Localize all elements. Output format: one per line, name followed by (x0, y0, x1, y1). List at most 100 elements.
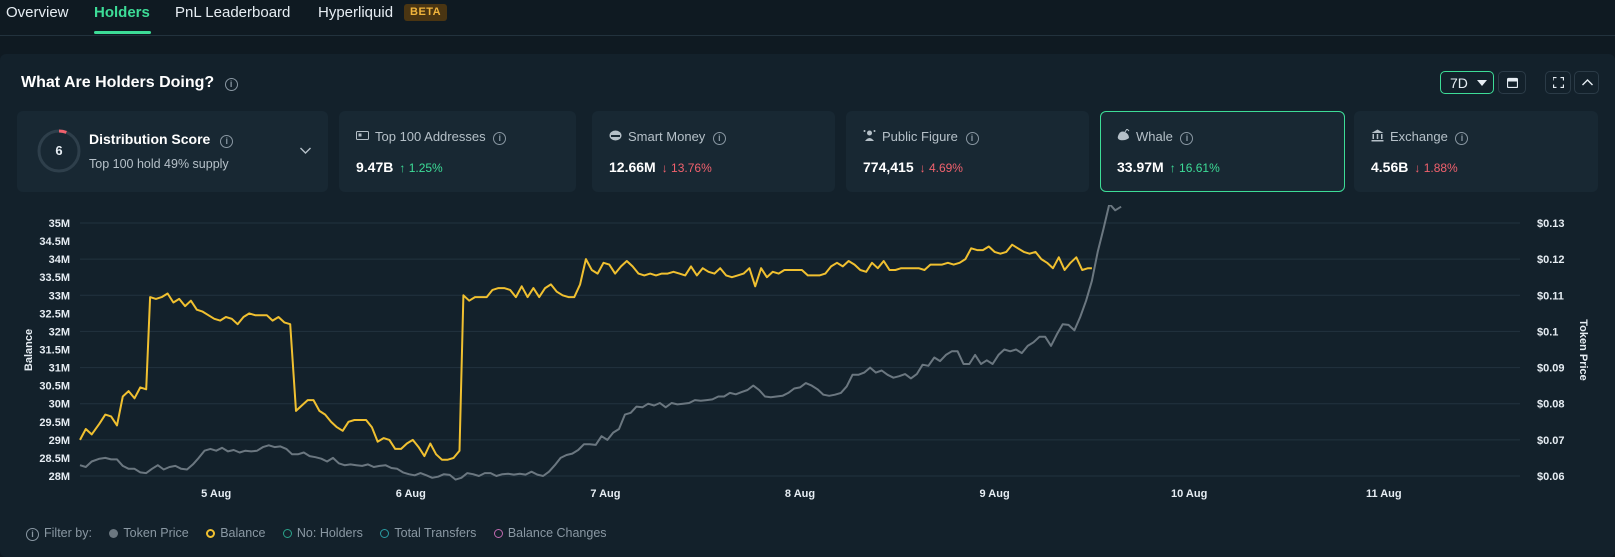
panel-title-text: What Are Holders Doing? (21, 74, 215, 91)
change-down: ↓ 1.88% (1414, 161, 1457, 175)
collapse-button[interactable] (1574, 71, 1599, 94)
change-value: 4.69% (928, 161, 963, 175)
arrow-down-icon: ↓ (1414, 161, 1424, 175)
y-tick-label: 29.5M (39, 417, 70, 429)
bank-icon (1371, 129, 1384, 142)
series-balance-line (79, 243, 1092, 461)
legend-total-transfers[interactable]: Total Transfers (380, 526, 476, 540)
info-icon[interactable]: i (1180, 132, 1194, 145)
card-label-text: Public Figure (882, 129, 958, 144)
change-value: 1.25% (408, 161, 443, 175)
chevron-down-icon (300, 147, 311, 154)
y-tick-label: 32.5M (39, 308, 70, 320)
y-tick-label: 31M (49, 363, 70, 375)
card-value: 4.56B ↓ 1.88% (1371, 159, 1458, 175)
legend-item-label: Balance Changes (507, 526, 607, 540)
legend-no-holders[interactable]: No: Holders (282, 526, 363, 540)
active-tab-indicator (94, 31, 151, 34)
score-gauge (37, 129, 81, 173)
x-tick-label: 8 Aug (785, 488, 815, 500)
card-value: 33.97M ↑ 16.61% (1117, 159, 1220, 175)
card-top-100-addresses[interactable]: Top 100 Addresses i 9.47B ↑ 1.25% (339, 111, 576, 192)
y2-tick-label: $0.13 (1537, 218, 1565, 230)
legend-item-label: Total Transfers (394, 526, 477, 540)
x-tick-label: 9 Aug (980, 488, 1010, 500)
chevron-down-icon (1477, 80, 1487, 86)
holders-chart[interactable]: $0.06 $0.07 $0.08 $0.09 $0.1 $0.11 $0.12 $0.13 2… (0, 205, 1615, 510)
y-tick-label: 34.5M (39, 236, 70, 248)
y2-tick-label: $0.1 (1537, 326, 1558, 338)
change-value: 16.61% (1179, 161, 1220, 175)
brain-icon (609, 130, 622, 141)
y-tick-label: 28M (49, 471, 70, 483)
change-up: ↑ 16.61% (1170, 161, 1220, 175)
arrow-up-icon: ↑ (399, 161, 409, 175)
distribution-score-card[interactable]: 6 Distribution Score i Top 100 hold 49% … (17, 111, 328, 192)
card-label-text: Whale (1136, 129, 1173, 144)
filter-label: i Filter by: (26, 526, 92, 541)
card-public-figure[interactable]: Public Figure i 774,415 ↓ 4.69% (846, 111, 1089, 192)
card-exchange[interactable]: Exchange i 4.56B ↓ 1.88% (1354, 111, 1598, 192)
info-icon[interactable]: i (220, 135, 234, 148)
fullscreen-icon (1553, 77, 1564, 88)
info-icon[interactable]: i (224, 78, 238, 91)
card-label: Public Figure i (882, 129, 979, 145)
tab-holders[interactable]: Holders (94, 4, 150, 21)
legend-dot (206, 529, 216, 538)
distribution-subtitle: Top 100 hold 49% supply (89, 157, 229, 171)
change-value: 1.88% (1423, 161, 1458, 175)
legend-balance-changes[interactable]: Balance Changes (493, 526, 607, 540)
card-whale[interactable]: Whale i 33.97M ↑ 16.61% (1100, 111, 1345, 192)
legend-item-label: Balance (220, 526, 266, 540)
arrow-up-icon: ↑ (1169, 161, 1180, 175)
change-value: 13.76% (671, 161, 712, 175)
whale-icon (1117, 129, 1130, 141)
fullscreen-button[interactable] (1545, 71, 1571, 94)
tab-overview[interactable]: Overview (6, 4, 69, 21)
card-value-text: 774,415 (863, 159, 914, 175)
id-card-icon (356, 131, 369, 140)
legend-dot (493, 529, 503, 538)
card-smart-money[interactable]: Smart Money i 12.66M ↓ 13.76% (592, 111, 835, 192)
star-person-icon (863, 130, 876, 141)
info-icon[interactable]: i (965, 132, 979, 145)
y2-tick-label: $0.07 (1537, 435, 1565, 447)
y-tick-label: 28.5M (39, 453, 70, 465)
panel-title: What Are Holders Doing? i (21, 74, 238, 92)
legend-dot (282, 529, 292, 538)
change-up: ↑ 1.25% (399, 161, 442, 175)
info-icon[interactable]: i (493, 132, 507, 145)
info-icon[interactable]: i (26, 528, 39, 541)
calendar-button[interactable] (1498, 71, 1526, 94)
card-label: Exchange i (1390, 129, 1469, 145)
tab-hyperliquid[interactable]: Hyperliquid (318, 4, 394, 21)
filter-label-text: Filter by: (44, 526, 92, 540)
tab-pnl-leaderboard[interactable]: PnL Leaderboard (175, 4, 291, 21)
range-select-value: 7D (1450, 75, 1468, 91)
arrow-down-icon: ↓ (919, 161, 929, 175)
beta-badge: BETA (404, 4, 448, 21)
y-tick-label: 30.5M (39, 381, 70, 393)
x-tick-label: 5 Aug (201, 488, 231, 500)
legend-balance[interactable]: Balance (206, 526, 265, 540)
legend-item-label: No: Holders (296, 526, 363, 540)
card-value-text: 4.56B (1371, 159, 1409, 175)
y2-tick-label: $0.08 (1537, 399, 1565, 411)
info-icon[interactable]: i (1455, 132, 1469, 145)
card-label-text: Top 100 Addresses (375, 129, 486, 144)
legend-token-price[interactable]: Token Price (109, 526, 189, 540)
x-tick-label: 7 Aug (590, 488, 620, 500)
y-tick-label: 33M (49, 290, 70, 302)
y-tick-label: 31.5M (39, 345, 70, 357)
card-value: 9.47B ↑ 1.25% (356, 159, 443, 175)
series-token-price-line (79, 205, 1122, 481)
card-label: Top 100 Addresses i (375, 129, 507, 145)
x-tick-label: 6 Aug (396, 488, 426, 500)
range-select[interactable]: 7D (1440, 71, 1494, 94)
card-value-text: 9.47B (356, 159, 394, 175)
x-tick-label: 10 Aug (1171, 488, 1207, 500)
card-value: 12.66M ↓ 13.76% (609, 159, 712, 175)
info-icon[interactable]: i (712, 132, 726, 145)
change-down: ↓ 4.69% (920, 161, 963, 175)
y2-tick-label: $0.12 (1537, 254, 1565, 266)
